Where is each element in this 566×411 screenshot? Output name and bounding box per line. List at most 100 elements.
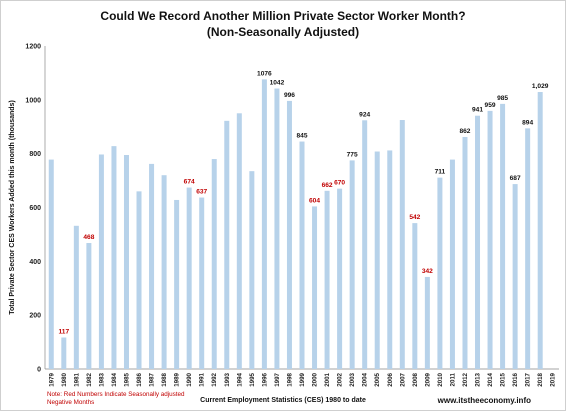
bar-1982 — [86, 243, 92, 369]
bar-1987 — [149, 163, 155, 369]
y-tick-labels: 0 200 400 600 800 1000 1200 — [25, 44, 41, 374]
bar-1989 — [174, 199, 180, 369]
x-tick-label: 1985 — [123, 372, 130, 386]
bar-2009 — [424, 276, 430, 369]
data-label-2015: 985 — [497, 95, 508, 102]
bar-2010 — [437, 177, 443, 369]
data-label-1980: 117 — [58, 329, 69, 336]
bar-2017 — [525, 128, 531, 369]
data-label-2008: 542 — [409, 214, 420, 221]
bar-2002 — [337, 188, 343, 369]
x-tick-label: 2000 — [312, 372, 319, 386]
x-tick-label: 1983 — [98, 372, 105, 386]
bar-1988 — [161, 175, 167, 369]
x-tick-label: 2017 — [525, 372, 532, 386]
bar-1980 — [61, 337, 67, 369]
bar-1990 — [186, 187, 192, 369]
data-label-2016: 687 — [510, 175, 521, 182]
data-label-1997: 1042 — [270, 80, 285, 87]
x-tick-label: 1988 — [161, 372, 168, 386]
bar-2012 — [462, 136, 468, 369]
y-tick-label: 1200 — [25, 44, 41, 51]
x-tick-label: 1989 — [174, 372, 181, 386]
x-tick-label: 1992 — [211, 372, 218, 386]
bar-2006 — [387, 150, 393, 369]
x-tick-label: 1987 — [149, 372, 156, 386]
data-label-2014: 959 — [485, 102, 496, 109]
x-tick-label: 1999 — [299, 372, 306, 386]
x-tick-label: 1979 — [48, 372, 55, 386]
bar-1999 — [299, 141, 305, 369]
bar-1979 — [48, 159, 54, 369]
data-label-2012: 862 — [459, 128, 470, 135]
chart-title: Could We Record Another Million Private … — [100, 9, 466, 23]
y-axis-title: Total Private Sector CES Workers Added t… — [9, 100, 16, 315]
data-label-2004: 924 — [359, 111, 370, 118]
chart-subtitle: (Non-Seasonally Adjusted) — [206, 25, 360, 39]
x-tick-label: 1986 — [136, 372, 143, 386]
x-tick-label: 2002 — [337, 372, 344, 386]
x-tick-label: 1998 — [286, 372, 293, 386]
bar-2005 — [374, 151, 380, 369]
data-label-2010: 711 — [435, 169, 446, 176]
x-tick-label: 1984 — [111, 372, 118, 386]
data-label-2013: 941 — [472, 107, 483, 114]
data-label-1996: 1076 — [257, 70, 272, 77]
bar-1985 — [123, 155, 129, 369]
bar-1981 — [73, 225, 79, 369]
data-label-2009: 342 — [422, 268, 433, 275]
x-tick-label: 2006 — [387, 372, 394, 386]
y-tick-label: 800 — [29, 151, 41, 158]
x-tick-label: 2009 — [424, 372, 431, 386]
bar-2016 — [512, 184, 518, 369]
y-tick-label: 0 — [37, 367, 41, 374]
bars — [48, 79, 543, 370]
bar-2008 — [412, 223, 418, 369]
data-label-1999: 845 — [296, 133, 307, 140]
x-tick-label: 1995 — [249, 372, 256, 386]
data-label-1982: 468 — [83, 234, 94, 241]
data-label-2018: 1,029 — [532, 83, 549, 90]
data-label-2002: 670 — [334, 180, 345, 187]
x-axis-title: Current Employment Statistics (CES) 1980… — [200, 397, 366, 404]
y-tick-label: 600 — [29, 205, 41, 212]
x-tick-label: 2015 — [500, 372, 507, 386]
x-tick-label: 2019 — [550, 372, 557, 386]
data-label-2003: 775 — [347, 151, 358, 158]
x-tick-labels: 1979 1980 1981 1982 1983 1984 1985 1986 1987 1988… — [48, 372, 556, 386]
x-tick-label: 1991 — [199, 372, 206, 386]
bar-1986 — [136, 191, 142, 369]
data-label-2017: 894 — [522, 119, 533, 126]
x-tick-label: 2001 — [324, 372, 331, 386]
x-tick-label: 1982 — [86, 372, 93, 386]
bar-2003 — [349, 160, 355, 369]
bar-2004 — [362, 120, 368, 369]
bar-1983 — [98, 154, 104, 369]
bar-1994 — [236, 113, 242, 370]
bar-2001 — [324, 190, 330, 369]
x-tick-label: 2007 — [399, 372, 406, 386]
x-tick-label: 2004 — [362, 372, 369, 386]
bar-1993 — [224, 120, 230, 369]
note-line-2: Negative Months — [47, 399, 95, 406]
bar-1996 — [261, 79, 267, 370]
note-line-1: Note: Red Numbers Indicate Seasonally ad… — [47, 391, 185, 398]
x-tick-label: 2003 — [349, 372, 356, 386]
bar-2018 — [537, 92, 543, 369]
bar-2011 — [449, 159, 455, 369]
bar-2000 — [312, 206, 318, 369]
x-tick-label: 2012 — [462, 372, 469, 386]
x-tick-label: 2016 — [512, 372, 519, 386]
x-tick-label: 2014 — [487, 372, 494, 386]
x-tick-label: 1994 — [236, 372, 243, 386]
bar-1991 — [199, 197, 205, 369]
x-tick-label: 1993 — [224, 372, 231, 386]
x-tick-label: 1990 — [186, 372, 193, 386]
bar-1995 — [249, 171, 255, 369]
bar-1998 — [286, 100, 292, 369]
x-tick-label: 2008 — [412, 372, 419, 386]
bar-2007 — [399, 120, 405, 369]
